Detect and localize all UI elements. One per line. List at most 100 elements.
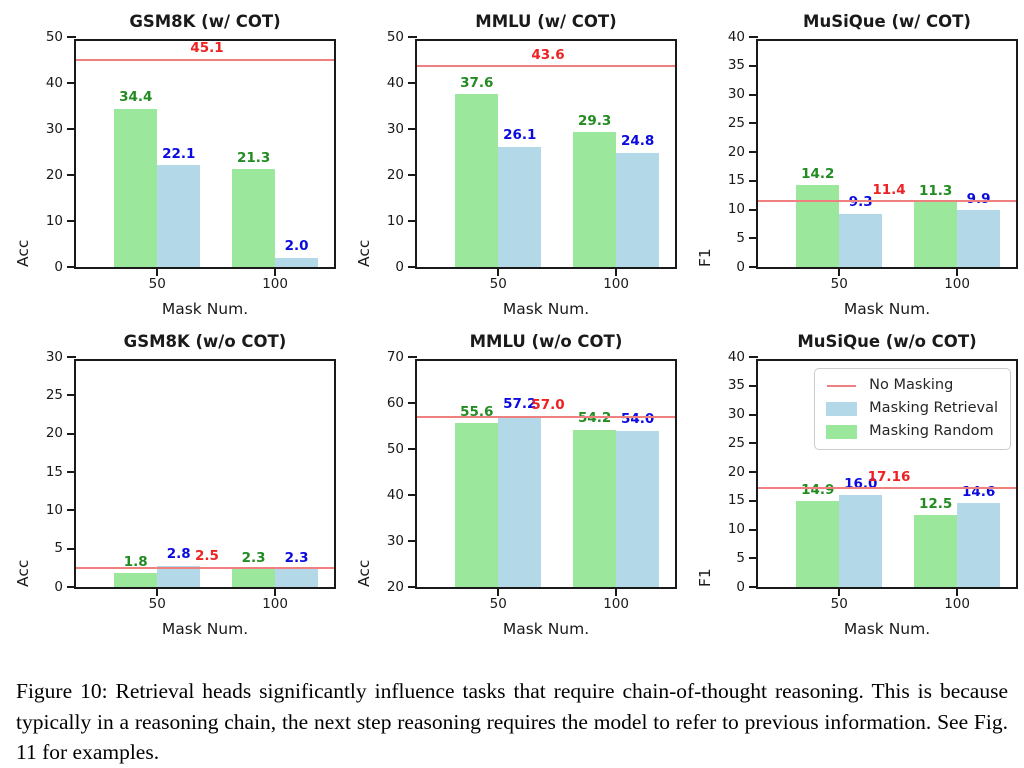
y-tick-mark <box>749 208 758 211</box>
legend-entry-masking-retrieval: Masking Retrieval <box>826 399 998 417</box>
bar-value-label: 24.8 <box>620 133 655 150</box>
y-tick-mark <box>67 509 76 512</box>
y-tick-mark <box>67 220 76 222</box>
x-tick-label: 50 <box>148 276 166 292</box>
bar-masking-retrieval-100 <box>275 257 319 267</box>
y-tick-mark <box>749 413 758 416</box>
x-tick-label: 50 <box>830 276 848 292</box>
y-tick-mark <box>67 266 76 268</box>
chart-body: F1 0 5 10 15 20 25 30 35 40 14.9 16.0 50 12.5 14.6 100 1… <box>696 350 1023 611</box>
y-tick-mark <box>749 586 758 588</box>
y-tick-label: 70 <box>386 348 404 365</box>
y-tick-mark <box>749 266 758 268</box>
y-tick-label: 20 <box>386 578 404 595</box>
swatch-color <box>826 401 858 416</box>
x-axis-label: Mask Num. <box>843 620 931 638</box>
y-tick-label: 50 <box>386 440 404 457</box>
legend-label: No Masking <box>869 377 954 393</box>
y-tick-mark <box>749 93 758 96</box>
bar-value-label: 9.9 <box>966 190 991 207</box>
bar-value-label: 55.6 <box>460 403 494 420</box>
x-tick-mark <box>274 267 277 276</box>
y-tick-label: 30 <box>727 405 745 422</box>
x-tick-label: 100 <box>944 276 970 292</box>
y-tick-mark <box>749 356 758 358</box>
chart-title: GSM8K (w/o COT) <box>123 332 287 351</box>
x-tick-mark <box>615 587 618 596</box>
plot-area: F1 0 5 10 15 20 25 30 35 40 14.2 9.3 50 11.3 9.9 100 11.… <box>696 30 1018 291</box>
bar-masking-retrieval-100 <box>616 430 660 587</box>
bar-masking-retrieval-50 <box>498 146 542 267</box>
y-tick-label: 25 <box>727 114 745 131</box>
swatch-color <box>826 424 858 439</box>
y-tick-mark <box>67 547 76 550</box>
y-tick-mark <box>749 557 758 560</box>
y-tick-label: 20 <box>45 424 63 441</box>
y-tick-label: 0 <box>54 578 63 595</box>
x-axis-label: Mask Num. <box>161 300 249 318</box>
y-tick-mark <box>408 128 417 130</box>
legend-patch-swatch <box>826 401 858 416</box>
y-tick-mark <box>749 237 758 240</box>
figure-panel-grid: GSM8K (w/ COT) Acc 0 10 20 30 40 50 34.4 22.1 50 21… <box>14 12 1023 638</box>
legend-label: Masking Retrieval <box>869 399 998 416</box>
bar-masking-random-50 <box>796 501 840 587</box>
y-tick-label: 35 <box>727 57 745 73</box>
bar-masking-random-50 <box>455 94 499 267</box>
y-tick-mark <box>67 586 76 588</box>
y-tick-label: 0 <box>395 258 404 275</box>
y-tick-mark <box>408 586 417 588</box>
y-tick-label: 35 <box>727 377 745 393</box>
x-tick-mark <box>956 267 959 276</box>
y-tick-label: 5 <box>736 229 745 246</box>
y-tick-mark <box>67 128 76 130</box>
chart-title: MuSiQue (w/ COT) <box>803 12 971 31</box>
y-tick-mark <box>408 82 417 84</box>
bar-masking-random-50 <box>114 108 158 267</box>
y-tick-label: 30 <box>386 532 404 549</box>
baseline-value-label: 11.4 <box>872 181 906 198</box>
y-tick-label: 25 <box>727 434 745 451</box>
y-axis-label: F1 <box>696 568 714 587</box>
y-axis-label: Acc <box>355 239 373 267</box>
chart-title: MuSiQue (w/o COT) <box>797 332 977 351</box>
y-tick-mark <box>749 64 758 67</box>
chart-mmlu-w-o-cot: MMLU (w/o COT) Acc 20 30 40 50 60 70 55.6 57.2 50 5… <box>341 332 682 638</box>
bar-value-label: 34.4 <box>119 89 153 106</box>
y-tick-mark <box>749 471 758 473</box>
no-masking-baseline <box>417 415 675 418</box>
chart-musique-w-o-cot: MuSiQue (w/o COT) F1 0 5 10 15 20 25 30 35 40 14.9 1… <box>682 332 1023 638</box>
y-tick-label: 40 <box>727 348 745 365</box>
x-tick-label: 100 <box>603 596 629 612</box>
y-axis-label: Acc <box>14 559 32 587</box>
y-tick-label: 30 <box>45 120 63 137</box>
y-tick-label: 15 <box>727 492 745 508</box>
legend-line-swatch <box>826 384 857 388</box>
bar-value-label: 9.3 <box>849 196 873 210</box>
y-tick-label: 0 <box>736 578 745 595</box>
y-tick-label: 30 <box>386 120 404 137</box>
y-tick-label: 40 <box>727 28 745 45</box>
bar-masking-retrieval-100 <box>616 152 660 267</box>
x-tick-mark <box>274 587 277 596</box>
bar-value-label: 12.5 <box>918 495 953 512</box>
legend-entry-no-masking: No Masking <box>826 377 998 394</box>
figure-caption: Figure 10: Retrieval heads significantly… <box>16 679 1008 765</box>
baseline-value-label: 43.6 <box>531 46 565 63</box>
bar-masking-retrieval-100 <box>957 210 1001 267</box>
no-masking-baseline <box>758 487 1016 490</box>
bar-masking-random-100 <box>232 169 276 267</box>
y-tick-label: 15 <box>727 172 745 188</box>
x-tick-label: 100 <box>603 276 629 292</box>
bar-masking-retrieval-50 <box>157 165 201 267</box>
y-tick-label: 50 <box>45 28 63 45</box>
y-tick-label: 20 <box>386 166 404 183</box>
chart-title: MMLU (w/o COT) <box>469 332 623 351</box>
y-tick-label: 20 <box>727 463 745 480</box>
plot-area: Acc 0 5 10 15 20 25 30 1.8 2.8 50 2.3 2.3 100 2.5 <box>14 350 336 611</box>
x-tick-mark <box>497 267 500 276</box>
chart-legend: No Masking Masking Retrieval Masking Rando… <box>814 368 1011 450</box>
x-tick-label: 100 <box>262 276 288 292</box>
y-tick-label: 5 <box>736 549 745 566</box>
y-tick-mark <box>749 151 758 153</box>
